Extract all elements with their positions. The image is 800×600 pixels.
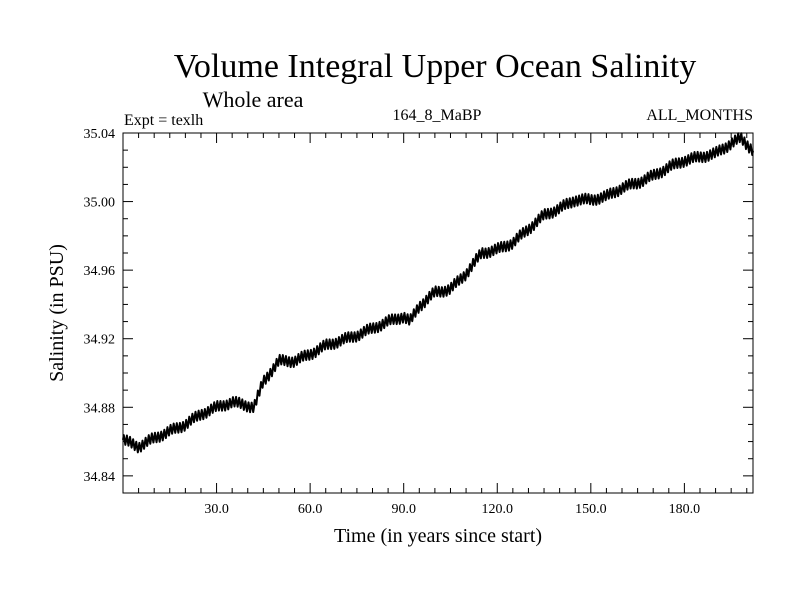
x-axis-title: Time (in years since start)	[334, 525, 542, 547]
chart-title: Volume Integral Upper Ocean Salinity	[174, 48, 696, 85]
series-layer	[122, 132, 754, 454]
model-label: 164_8_MaBP	[393, 107, 482, 124]
y-tick-label: 35.00	[84, 196, 116, 211]
y-tick-label: 34.84	[84, 470, 116, 485]
y-axis-tick-labels: 34.84 34.88 34.92 34.96 35.00 35.04	[84, 127, 116, 485]
salinity-series-line	[122, 132, 754, 454]
y-axis-title: Salinity (in PSU)	[46, 244, 68, 382]
chart-subtitle: Whole area	[203, 87, 304, 112]
x-tick-label: 90.0	[391, 502, 416, 517]
y-tick-label: 34.92	[84, 333, 116, 348]
y-tick-label: 34.96	[84, 264, 116, 279]
x-tick-label: 180.0	[669, 502, 701, 517]
x-tick-label: 30.0	[204, 502, 229, 517]
x-axis-ticks	[138, 133, 748, 493]
x-tick-label: 60.0	[298, 502, 323, 517]
y-tick-label: 35.04	[84, 127, 116, 142]
x-tick-label: 150.0	[575, 502, 607, 517]
plot-frame	[122, 132, 754, 494]
y-tick-label: 34.88	[84, 401, 116, 416]
x-tick-label: 120.0	[482, 502, 514, 517]
x-axis-tick-labels: 30.0 60.0 90.0 120.0 150.0 180.0	[204, 502, 700, 517]
y-axis-ticks	[123, 132, 753, 494]
months-label: ALL_MONTHS	[646, 107, 753, 124]
experiment-label: Expt = texlh	[124, 112, 203, 129]
